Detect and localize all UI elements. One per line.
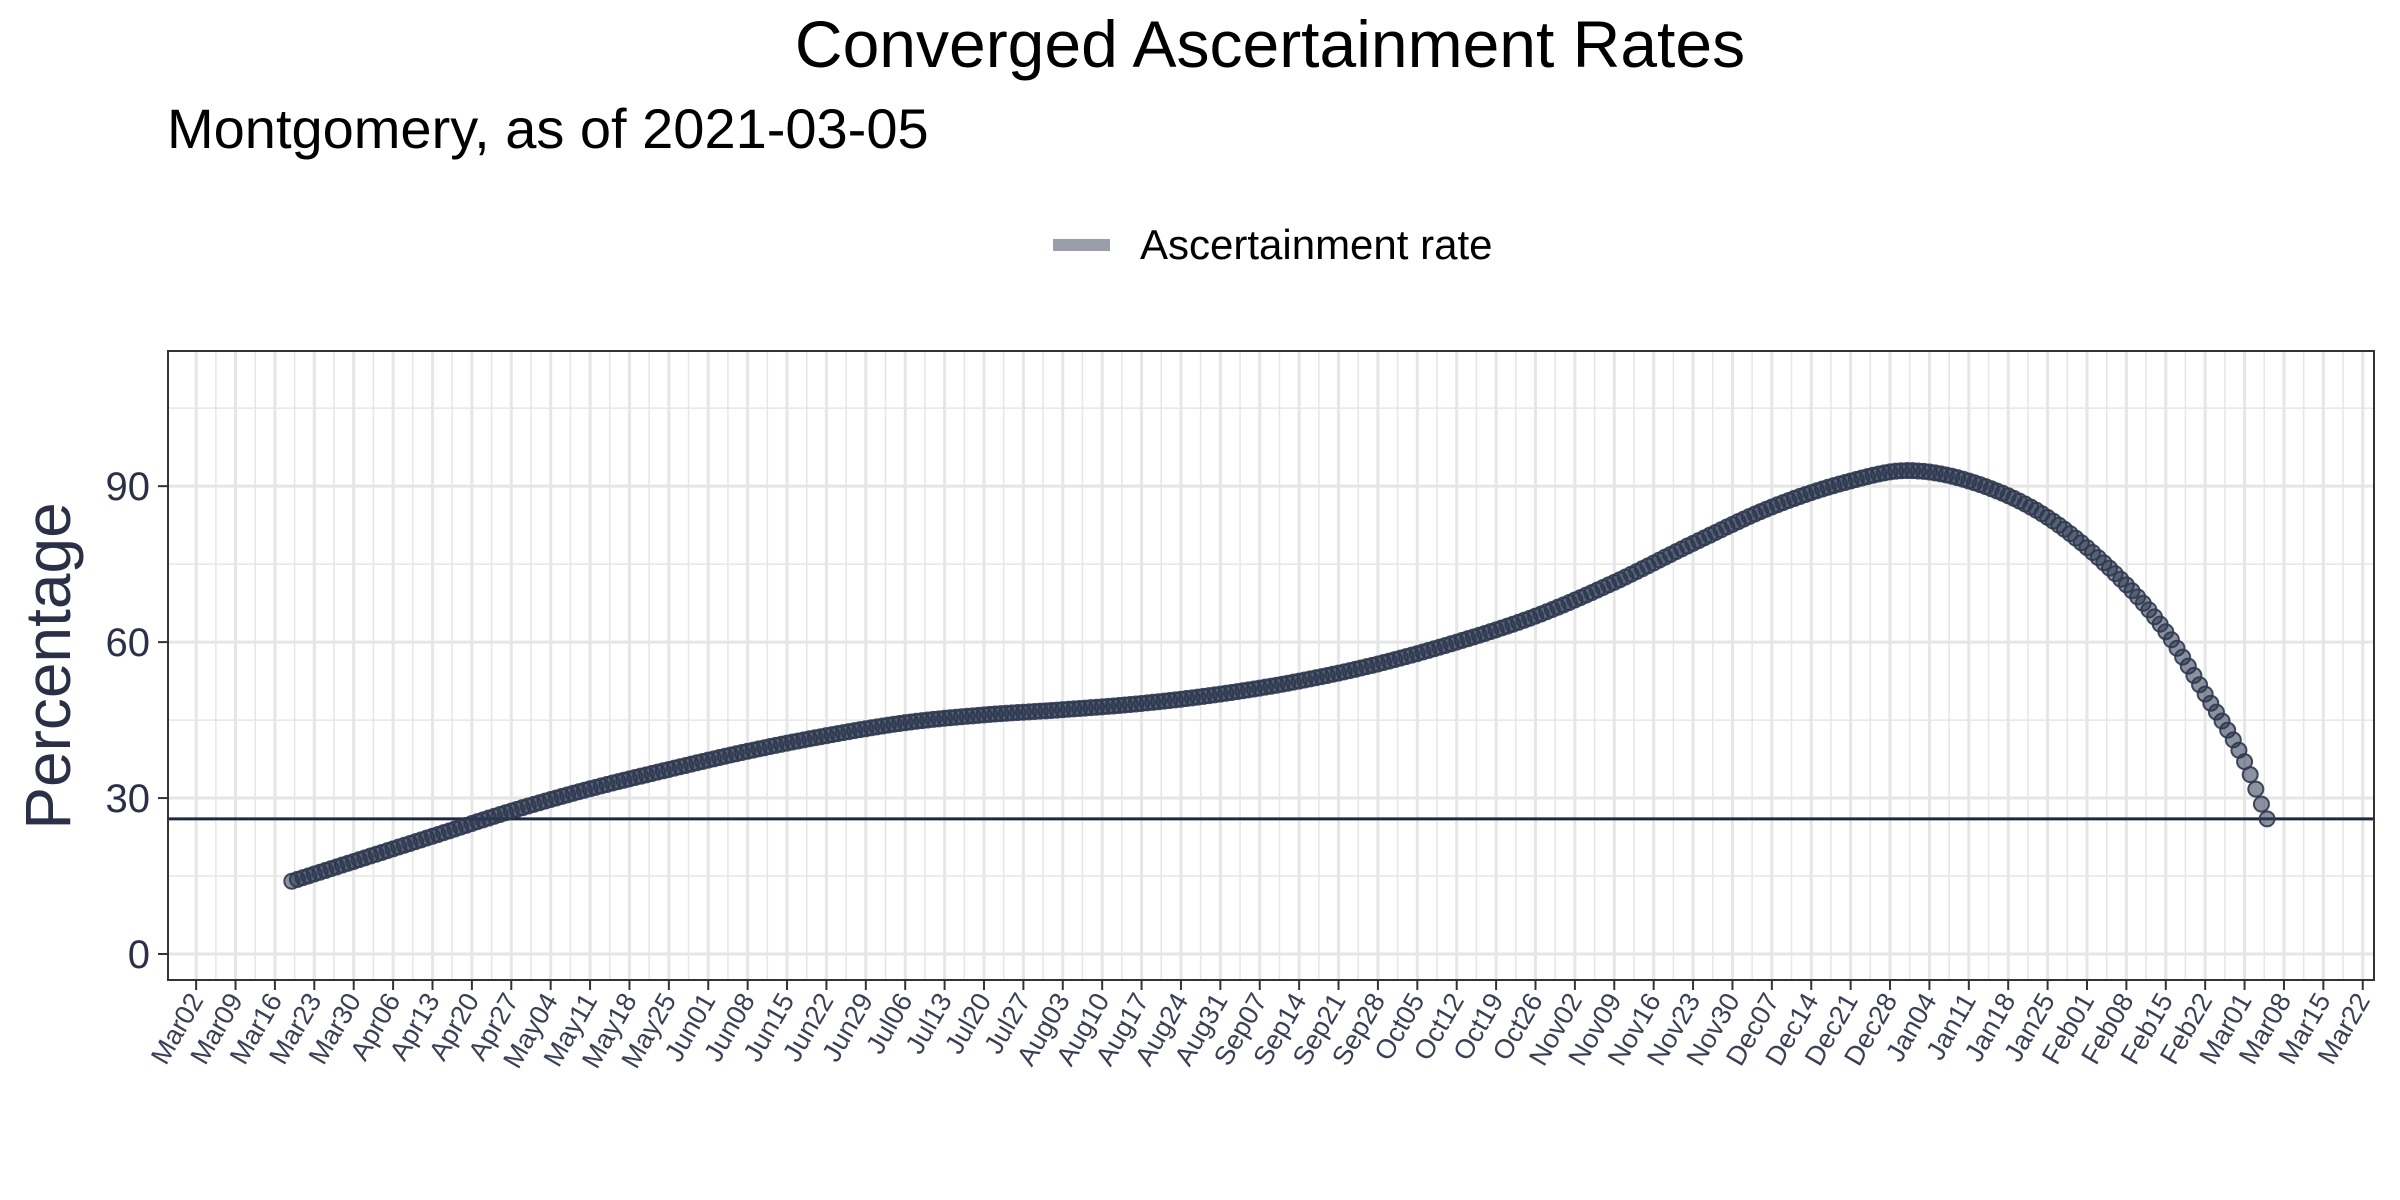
y-tick-label: 90 [106, 465, 151, 509]
legend-swatch [1053, 239, 1110, 251]
data-point [2258, 810, 2276, 828]
legend: Ascertainment rate [1053, 221, 1493, 268]
data-point [2247, 780, 2265, 798]
chart-subtitle: Montgomery, as of 2021-03-05 [167, 97, 929, 160]
series-ascertainment-rate [283, 462, 2276, 890]
y-tick-label: 0 [128, 933, 150, 977]
data-point [2252, 795, 2270, 813]
y-tick-label: 60 [106, 621, 151, 665]
data-point [2241, 766, 2259, 784]
chart-title: Converged Ascertainment Rates [795, 7, 1745, 81]
y-axis-label: Percentage [12, 502, 84, 829]
plot-border [167, 350, 2375, 981]
y-tick-label: 30 [106, 777, 151, 821]
legend-label: Ascertainment rate [1140, 221, 1493, 268]
grid [168, 351, 2374, 980]
